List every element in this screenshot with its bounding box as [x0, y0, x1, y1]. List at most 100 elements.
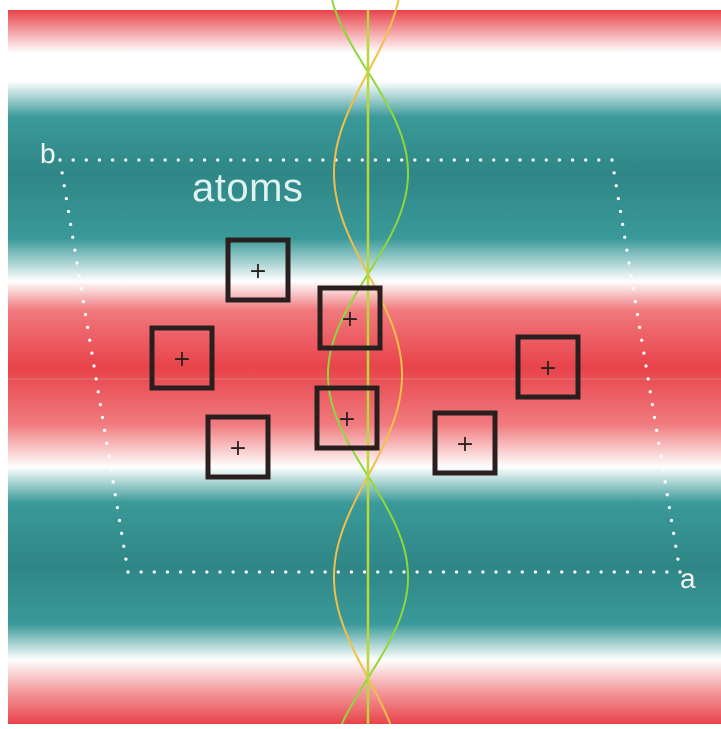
cell-dot — [494, 570, 498, 574]
cell-dot — [413, 158, 417, 162]
cell-dot — [584, 158, 588, 162]
cell-dot — [362, 570, 367, 574]
cell-dot — [415, 570, 419, 574]
cell-dot — [205, 570, 209, 574]
cell-dot — [652, 415, 657, 420]
atom-box: + — [225, 237, 291, 303]
cell-dot — [505, 158, 509, 162]
cell-dot — [481, 570, 485, 574]
cell-dot — [84, 158, 88, 162]
cell-dot — [178, 570, 183, 574]
cell-dot — [165, 570, 170, 574]
atom-plus-marker: + — [173, 347, 191, 372]
cell-dot — [349, 570, 354, 574]
cell-dot — [454, 570, 459, 574]
cell-dot — [492, 158, 496, 162]
cell-dot — [122, 544, 126, 548]
cell-dot — [360, 158, 364, 162]
cell-dot — [88, 338, 92, 342]
cell-dot — [139, 570, 143, 574]
atom-box: + — [314, 385, 380, 451]
cell-dot — [113, 493, 117, 497]
cell-dot — [294, 158, 299, 162]
cell-dot — [659, 454, 663, 458]
cell-dot — [657, 441, 661, 445]
cell-dot — [478, 158, 483, 162]
cell-dot — [640, 338, 644, 342]
cell-dot — [599, 570, 603, 574]
cell-dot — [638, 570, 643, 574]
cell-dot — [231, 570, 235, 574]
cell-dot — [376, 570, 380, 574]
cell-dot — [465, 158, 470, 162]
cell-dot — [468, 570, 472, 574]
cell-dot — [284, 570, 288, 574]
atom-box-frame — [225, 237, 291, 303]
cell-dot — [597, 158, 601, 162]
atom-plus-marker: + — [249, 259, 267, 284]
cell-dot — [229, 158, 233, 162]
cell-dot — [97, 158, 102, 162]
cell-dot — [111, 480, 115, 484]
wave-profile-curves — [327, 0, 409, 725]
atom-plus-marker: + — [229, 436, 247, 461]
cell-dot — [75, 261, 79, 265]
cell-dot — [618, 209, 623, 214]
cell-dot — [83, 312, 88, 317]
cell-dot — [507, 570, 511, 574]
cell-dot — [96, 390, 100, 394]
cell-dot — [308, 158, 312, 162]
cell-dot — [672, 531, 676, 535]
cell-dot — [73, 248, 77, 252]
cell-dot — [669, 518, 674, 523]
cell-dot — [655, 428, 659, 432]
cell-dot — [77, 274, 81, 278]
cell-dot — [638, 325, 642, 329]
cell-dot — [667, 506, 671, 510]
atom-plus-marker: + — [539, 356, 557, 381]
atom-box-frame — [205, 414, 271, 480]
cell-dot — [58, 158, 62, 162]
cell-dot — [625, 248, 629, 252]
cell-dot — [373, 158, 378, 162]
cell-dot — [255, 158, 259, 162]
cell-dot — [297, 570, 301, 574]
cell-dot — [90, 351, 94, 355]
cell-dot — [616, 197, 620, 201]
cell-dot — [621, 222, 625, 226]
cell-dot — [678, 570, 682, 574]
cell-dot — [642, 351, 646, 355]
cell-dot — [614, 184, 618, 188]
cell-dot — [426, 158, 430, 162]
cell-dot — [586, 570, 590, 574]
cell-dot — [124, 158, 128, 162]
cell-dot — [281, 158, 286, 162]
cell-dot — [103, 428, 107, 432]
cell-dot — [665, 570, 669, 574]
cell-dot — [163, 158, 167, 162]
cell-dot — [270, 570, 275, 574]
cell-dot — [676, 557, 680, 561]
atom-plus-marker: + — [338, 407, 356, 432]
cell-dot — [110, 158, 115, 162]
cell-dot — [650, 403, 654, 407]
cell-dot — [573, 570, 577, 574]
atom-box-frame — [314, 385, 380, 451]
cell-dot — [557, 158, 562, 162]
cell-dot — [189, 158, 194, 162]
cell-dot — [428, 570, 432, 574]
cell-dot — [257, 570, 262, 574]
cell-dot — [244, 570, 248, 574]
cell-dot — [648, 390, 652, 394]
cell-dot — [321, 158, 325, 162]
atom-plus-marker: + — [341, 307, 359, 332]
atom-box-frame — [515, 334, 581, 400]
axis-a-label: a — [680, 563, 696, 594]
cell-dot — [268, 158, 272, 162]
cell-dot — [120, 531, 124, 535]
cell-dot — [452, 158, 456, 162]
cell-dot — [665, 493, 669, 497]
cell-dot — [152, 570, 156, 574]
cell-dot — [86, 325, 90, 329]
cell-dot — [64, 197, 68, 201]
